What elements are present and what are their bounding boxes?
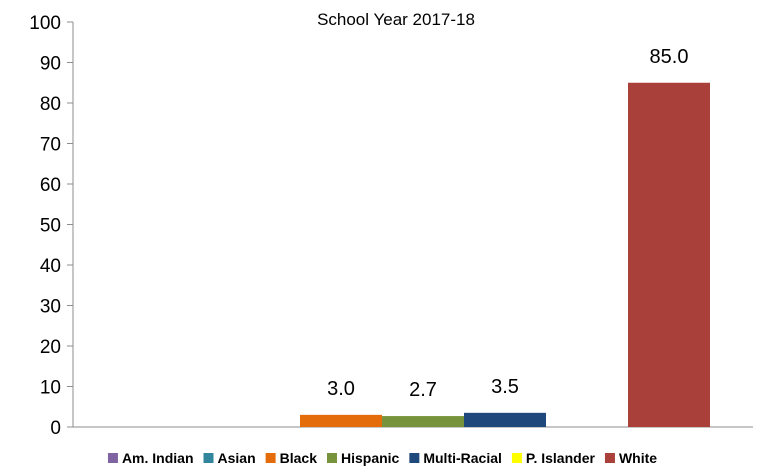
y-tick-label: 0 [50, 418, 61, 439]
legend-label: Am. Indian [122, 450, 194, 466]
y-axis-ticks: 0 10 20 30 40 50 60 70 80 90 100 [29, 13, 73, 439]
legend-swatch [203, 453, 214, 463]
data-label: 3.5 [491, 376, 519, 398]
data-label: 3.0 [327, 378, 355, 400]
data-label: 2.7 [409, 379, 437, 401]
bar-multi-racial [464, 412, 546, 427]
bar-white [628, 82, 710, 427]
bar-hispanic [382, 416, 464, 427]
legend-label: Asian [218, 450, 256, 466]
y-tick-label: 50 [40, 216, 61, 237]
y-tick-label: 80 [40, 94, 61, 115]
y-tick-label: 10 [40, 378, 61, 399]
legend-swatch [511, 453, 522, 463]
y-tick-label: 30 [40, 297, 61, 318]
bars [300, 82, 710, 427]
legend-label: White [619, 450, 657, 466]
data-labels: 3.0 2.7 3.5 85.0 [327, 46, 688, 401]
legend-swatch [604, 453, 615, 463]
legend-label: Hispanic [341, 450, 400, 466]
y-tick-label: 90 [40, 54, 61, 75]
legend-swatch [326, 453, 337, 463]
legend: Am. Indian Asian Black Hispanic Multi-Racial… [107, 450, 657, 466]
data-label: 85.0 [650, 46, 689, 68]
legend-swatch [107, 453, 118, 463]
legend-swatch [409, 453, 420, 463]
legend-swatch [265, 453, 276, 463]
legend-label: Multi-Racial [423, 450, 502, 466]
y-tick-label: 60 [40, 175, 61, 196]
y-tick-label: 100 [29, 13, 61, 34]
legend-label: P. Islander [526, 450, 596, 466]
y-tick-label: 40 [40, 256, 61, 277]
bar-black [300, 414, 382, 427]
y-tick-label: 70 [40, 135, 61, 156]
chart-subtitle: School Year 2017-18 [317, 10, 475, 29]
y-tick-label: 20 [40, 337, 61, 358]
legend-label: Black [280, 450, 318, 466]
